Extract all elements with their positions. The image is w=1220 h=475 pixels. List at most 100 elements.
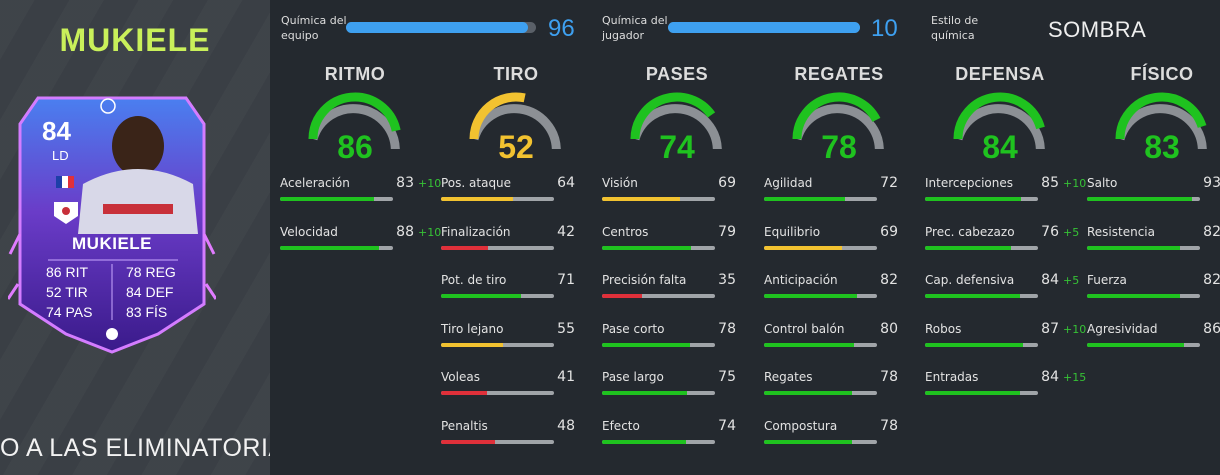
category-value: 86: [337, 129, 373, 165]
stat-bar-fill: [280, 197, 374, 201]
stat-row[interactable]: Cap. defensiva 84 +5: [925, 272, 1095, 313]
category-value: 83: [1144, 129, 1180, 165]
stat-row[interactable]: Centros 79: [602, 224, 772, 265]
stat-value: 48: [557, 417, 575, 434]
stat-bar: [280, 197, 393, 201]
category-title: FÍSICO: [1130, 64, 1194, 84]
stat-bar-fill: [925, 342, 1024, 347]
gauge-arc: [469, 92, 561, 149]
stat-row[interactable]: Aceleración 83 +10: [280, 175, 450, 216]
stat-bar: [1087, 294, 1200, 298]
stat-row[interactable]: Fuerza 82: [1087, 272, 1220, 313]
gauge-track: [953, 104, 1045, 149]
stat-row[interactable]: Efecto 74: [602, 418, 772, 459]
stat-value: 83: [396, 175, 414, 191]
stat-value: 35: [718, 272, 736, 288]
stat-row[interactable]: Regates 78: [764, 369, 934, 410]
stat-bar-fill: [925, 294, 1020, 298]
stat-row[interactable]: Penaltis 48: [441, 417, 611, 459]
gauge-arc: [1115, 92, 1207, 149]
stat-row[interactable]: Voleas 41: [441, 369, 611, 410]
category-column-2: PASES 74 Visión 69 Centros 79 Precisión falta 3…: [602, 64, 752, 444]
stat-row[interactable]: Pot. de tiro 71: [441, 272, 611, 313]
stat-bar-fill: [764, 197, 846, 201]
stat-value: 88: [396, 223, 414, 240]
stat-value: 80: [880, 320, 898, 337]
stat-bonus: +10: [418, 177, 442, 190]
stat-bar: [602, 342, 715, 347]
stat-row[interactable]: Agresividad 86: [1087, 320, 1220, 362]
stat-value: 82: [1203, 223, 1220, 240]
stat-row[interactable]: Equilibrio 69: [764, 224, 934, 265]
stat-row[interactable]: Visión 69: [602, 175, 772, 216]
player-chemistry-label: Química del jugador: [602, 13, 668, 43]
stat-bar: [441, 391, 554, 395]
stat-row[interactable]: Intercepciones 85 +10: [925, 175, 1095, 216]
stat-value: 69: [718, 175, 736, 191]
gauge-track: [792, 104, 884, 149]
stat-name: Efecto: [602, 418, 640, 433]
stat-row[interactable]: Pase corto 78: [602, 321, 772, 362]
stat-row[interactable]: Agilidad 72: [764, 175, 934, 216]
stat-value: 78: [880, 369, 898, 385]
stat-row[interactable]: Robos 87 +10: [925, 321, 1095, 362]
gauge-track: [469, 104, 561, 149]
stat-value: 86: [1203, 320, 1220, 337]
stat-bar: [1087, 342, 1200, 347]
stat-value: 76: [1041, 223, 1059, 240]
team-chemistry-label: Química del equipo: [281, 13, 347, 43]
stat-row[interactable]: Entradas 84 +15: [925, 369, 1095, 410]
category-gauge: 83: [1087, 85, 1220, 175]
stat-row[interactable]: Precisión falta 35: [602, 272, 772, 313]
stat-bar-fill: [1087, 245, 1180, 250]
stat-row[interactable]: Tiro lejano 55: [441, 321, 611, 362]
stat-bar-fill: [764, 294, 857, 298]
player-chemistry-label-line1: Química del: [602, 14, 668, 27]
stat-bar: [925, 342, 1038, 347]
stat-row[interactable]: Resistencia 82: [1087, 223, 1220, 265]
stat-row[interactable]: Pos. ataque 64: [441, 175, 611, 216]
stat-name: Centros: [602, 224, 649, 239]
stat-bar-fill: [602, 342, 691, 347]
gauge-track: [630, 104, 722, 149]
stat-value: 78: [880, 417, 898, 434]
chemistry-style-label: Estilo de química: [931, 13, 978, 43]
stat-row[interactable]: Velocidad 88 +10: [280, 223, 450, 265]
category-gauge: 74: [602, 85, 752, 175]
category-gauge: 78: [764, 85, 914, 175]
stat-bar: [764, 197, 877, 201]
stat-value: 41: [557, 369, 575, 385]
stat-bar-fill: [1087, 342, 1185, 347]
stat-bar-fill: [602, 294, 642, 298]
stat-bar-fill: [925, 245, 1011, 250]
promo-ticker-text: O A LAS ELIMINATORIAS DE: [0, 434, 270, 462]
stat-row[interactable]: Compostura 78: [764, 417, 934, 459]
stat-bar-fill: [602, 439, 686, 444]
category-value: 78: [821, 129, 857, 165]
stat-row[interactable]: Salto 93: [1087, 175, 1220, 216]
gauge-arc: [792, 92, 884, 149]
gauge-fill: [630, 92, 716, 140]
stat-bar: [764, 245, 877, 250]
gauge-track: [1115, 104, 1207, 149]
stat-bar: [764, 294, 877, 298]
stat-row[interactable]: Pase largo 75: [602, 369, 772, 410]
stat-row[interactable]: Anticipación 82: [764, 272, 934, 313]
card-stat-pas: 74 PAS: [46, 304, 93, 320]
stat-value: 82: [1203, 272, 1220, 288]
stat-row[interactable]: Control balón 80: [764, 320, 934, 362]
stat-bonus: +15: [1063, 371, 1087, 384]
stat-bar-fill: [441, 245, 489, 250]
stat-bar: [925, 294, 1038, 298]
category-column-5: FÍSICO 83 Salto 93 Resistencia 82 Fuerza 82 Agre…: [1087, 64, 1220, 347]
stat-bar: [441, 439, 554, 444]
stat-bar: [764, 439, 877, 444]
stat-bar: [925, 197, 1038, 201]
stat-name: Agilidad: [764, 176, 813, 190]
stat-row[interactable]: Finalización 42: [441, 224, 611, 265]
team-chemistry-value: 96: [548, 15, 575, 42]
stat-row[interactable]: Prec. cabezazo 76 +5: [925, 223, 1095, 265]
category-title: TIRO: [493, 64, 539, 84]
card-stat-sho: 52 TIR: [46, 284, 88, 300]
player-card[interactable]: 84 LD MUKIELE 86 RIT 52 TIR 74 PAS 78 RE…: [8, 84, 216, 359]
